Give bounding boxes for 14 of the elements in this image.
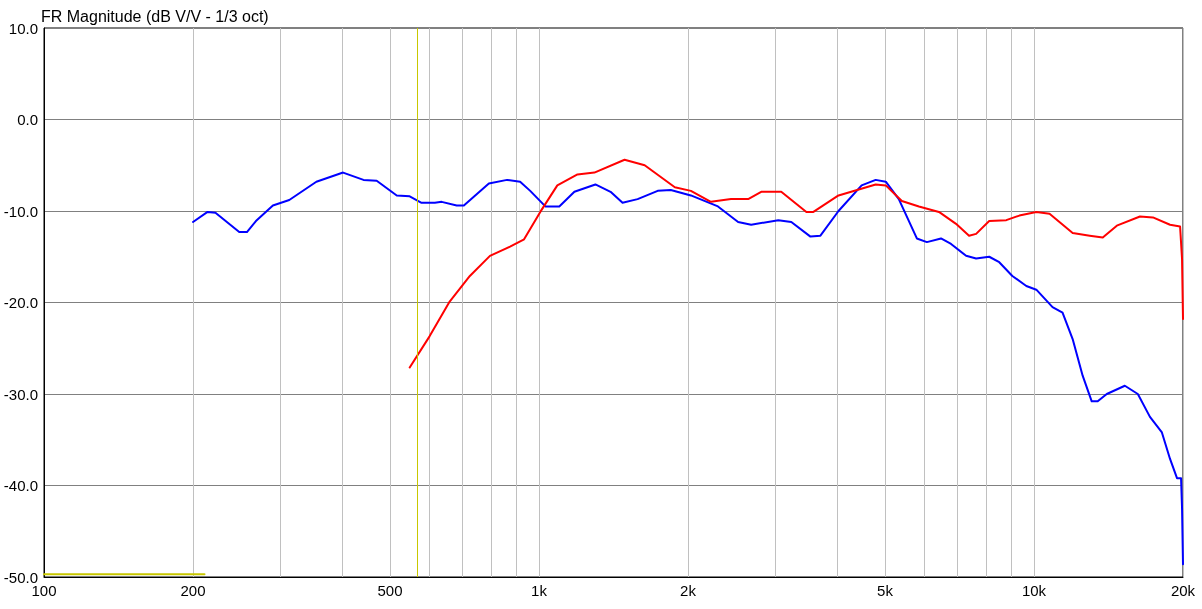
y-tick-label: 0.0 <box>17 111 38 128</box>
x-tick-label: 5k <box>877 582 894 599</box>
chart-title: FR Magnitude (dB V/V - 1/3 oct) <box>41 7 269 25</box>
y-tick-label: -40.0 <box>3 477 38 494</box>
x-tick-label: 10k <box>1021 582 1047 599</box>
y-tick-label: 10.0 <box>8 19 38 37</box>
x-tick-label: 200 <box>180 582 206 599</box>
x-tick-label: 1k <box>531 582 548 599</box>
y-tick-label: -20.0 <box>3 294 38 311</box>
x-tick-label: 20k <box>1170 582 1196 599</box>
x-tick-label: 500 <box>377 582 403 599</box>
x-tick-label: 2k <box>680 582 697 599</box>
y-tick-label: -30.0 <box>3 385 38 403</box>
y-tick-label: -10.0 <box>3 202 38 220</box>
